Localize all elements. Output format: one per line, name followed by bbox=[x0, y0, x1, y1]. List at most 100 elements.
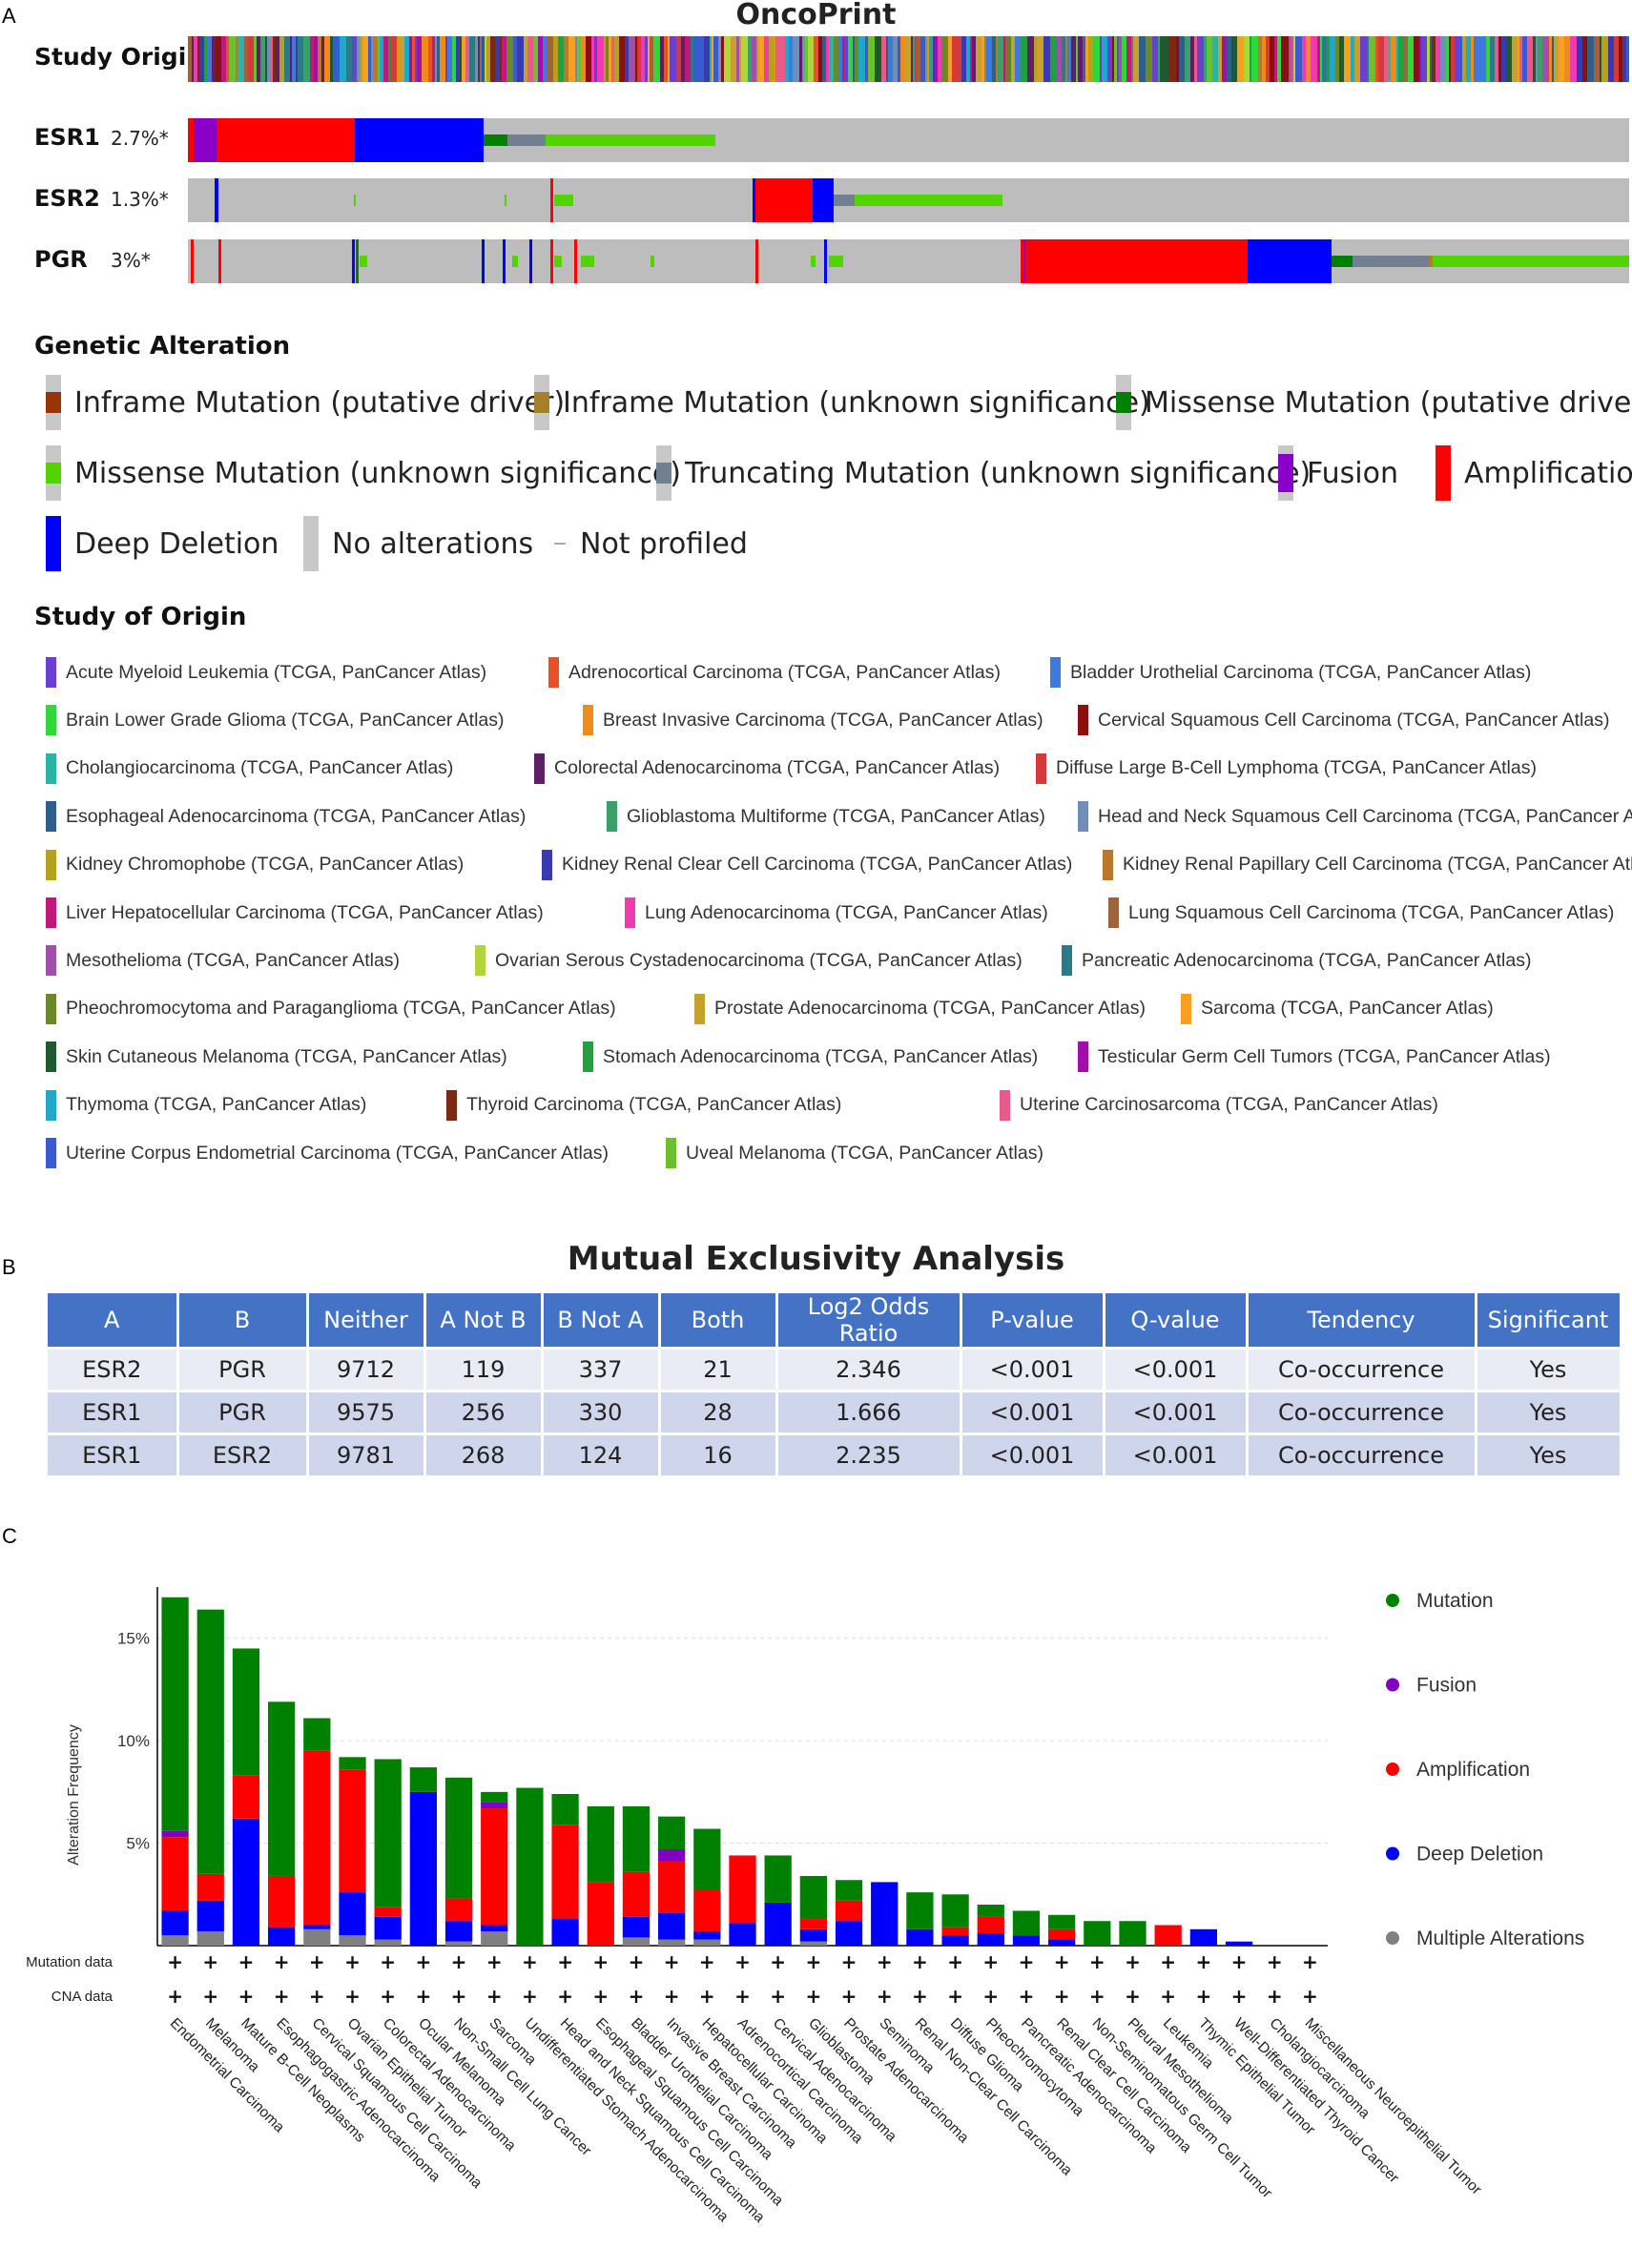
cna-data-marker: + bbox=[1231, 1985, 1248, 2008]
alteration-mark-amplification bbox=[550, 239, 553, 283]
study-origin-stripe bbox=[1274, 36, 1277, 82]
study-legend-label: Glioblastoma Multiforme (TCGA, PanCancer… bbox=[627, 805, 1045, 827]
table-row: ESR1 PGR 9575 256 330 28 1.666 <0.001 <0… bbox=[48, 1390, 1622, 1434]
study-origin-stripe bbox=[664, 36, 668, 82]
mutation-data-marker: + bbox=[841, 1950, 857, 1973]
bar-segment-deep-deletion bbox=[339, 1892, 366, 1936]
mutation-data-marker: + bbox=[344, 1950, 361, 1973]
study-origin-stripe bbox=[1512, 36, 1518, 82]
mutation-data-marker: + bbox=[486, 1950, 503, 1973]
alteration-mark-deep_deletion bbox=[352, 239, 355, 283]
study-legend-label: Pheochromocytoma and Paraganglioma (TCGA… bbox=[66, 998, 616, 1020]
alteration-mark-missense_unknown bbox=[354, 195, 356, 206]
study-origin-stripe bbox=[517, 36, 524, 82]
table-cell: 16 bbox=[659, 1433, 778, 1475]
study-origin-stripe bbox=[506, 36, 513, 82]
study-origin-stripe bbox=[929, 36, 931, 82]
study-origin-stripe bbox=[881, 36, 886, 82]
bar-segment-amplification bbox=[587, 1882, 614, 1946]
legend-item-fusion: Fusion bbox=[1278, 444, 1398, 502]
table-cell: Yes bbox=[1476, 1347, 1622, 1392]
study-origin-stripe bbox=[292, 36, 296, 82]
study-origin-stripe bbox=[362, 36, 368, 82]
legend-item-truncating-mutation-unknown-significance: Truncating Mutation (unknown significanc… bbox=[656, 444, 1311, 502]
study-origin-stripe bbox=[303, 36, 310, 82]
study-origin-stripe bbox=[333, 36, 340, 82]
study-origin-stripe bbox=[1498, 36, 1501, 82]
study-origin-stripe bbox=[609, 36, 611, 82]
study-origin-stripe bbox=[390, 36, 397, 82]
alteration-mark-missense_unknown bbox=[811, 256, 816, 267]
study-origin-stripe bbox=[818, 36, 822, 82]
study-origin-stripe bbox=[373, 36, 378, 82]
study-legend-swatch bbox=[1078, 705, 1088, 736]
study-origin-stripe bbox=[660, 36, 664, 82]
alteration-mark-deep_deletion bbox=[503, 239, 506, 283]
study-origin-stripe bbox=[808, 36, 814, 82]
study-origin-stripe bbox=[1076, 36, 1078, 82]
cna-data-marker: + bbox=[202, 1985, 218, 2008]
study-origin-stripe bbox=[1197, 36, 1204, 82]
study-origin-stripe bbox=[248, 36, 254, 82]
study-origin-stripe bbox=[739, 36, 741, 82]
study-origin-stripe bbox=[380, 36, 383, 82]
study-origin-stripe bbox=[597, 36, 604, 82]
study-origin-stripe bbox=[793, 36, 799, 82]
study-origin-stripe bbox=[388, 36, 390, 82]
study-legend-label: Breast Invasive Carcinoma (TCGA, PanCanc… bbox=[603, 709, 1043, 731]
study-legend-item: Lung Squamous Cell Carcinoma (TCGA, PanC… bbox=[1108, 897, 1614, 929]
study-origin-stripe bbox=[1408, 36, 1414, 82]
study-legend-item: Uterine Corpus Endometrial Carcinoma (TC… bbox=[46, 1137, 609, 1169]
study-legend-label: Kidney Renal Papillary Cell Carcinoma (T… bbox=[1123, 854, 1632, 876]
study-legend-item: Testicular Germ Cell Tumors (TCGA, PanCa… bbox=[1078, 1041, 1551, 1073]
study-origin-stripe bbox=[858, 36, 865, 82]
study-origin-stripe bbox=[1536, 36, 1538, 82]
study-origin-stripe bbox=[834, 36, 838, 82]
legend-marker-deep-deletion bbox=[1386, 1846, 1399, 1861]
study-origin-stripe bbox=[267, 36, 271, 82]
table-cell: 268 bbox=[424, 1433, 544, 1475]
alteration-mark-missense_putative bbox=[1332, 256, 1353, 267]
study-origin-stripe bbox=[1071, 36, 1076, 82]
table-header-cell: A bbox=[48, 1293, 179, 1349]
study-origin-stripe bbox=[1126, 36, 1129, 82]
study-origin-stripe bbox=[855, 36, 858, 82]
study-legend-swatch bbox=[542, 849, 552, 880]
study-origin-stripe bbox=[676, 36, 681, 82]
alteration-mark-deep_deletion bbox=[529, 239, 532, 283]
alteration-mark-missense_unknown bbox=[829, 256, 843, 267]
study-origin-stripe bbox=[1389, 36, 1391, 82]
bar-segment-mutation bbox=[977, 1905, 1004, 1917]
study-origin-stripe bbox=[635, 36, 637, 82]
bar-segment-amplification bbox=[977, 1916, 1004, 1934]
study-legend-item: Diffuse Large B-Cell Lymphoma (TCGA, Pan… bbox=[1036, 753, 1537, 785]
cna-data-marker: + bbox=[1267, 1985, 1283, 2008]
study-origin-stripe bbox=[1011, 36, 1015, 82]
bar-segment-deep-deletion bbox=[551, 1919, 579, 1946]
study-origin-stripe bbox=[236, 36, 238, 82]
bar-segment-mutation bbox=[374, 1759, 402, 1907]
mutation-data-marker: + bbox=[982, 1950, 999, 1973]
study-origin-stripe bbox=[435, 36, 437, 82]
mutation-data-marker: + bbox=[947, 1950, 963, 1973]
study-origin-stripe bbox=[917, 36, 920, 82]
table-cell: 9781 bbox=[307, 1433, 426, 1475]
mutation-data-marker: + bbox=[912, 1950, 928, 1973]
table-cell: 21 bbox=[659, 1347, 778, 1392]
bar-segment-amplification bbox=[1048, 1928, 1076, 1940]
legend-label-fusion: Fusion bbox=[1416, 1675, 1477, 1697]
study-origin-stripe bbox=[486, 36, 490, 82]
bar-segment-deep-deletion bbox=[444, 1921, 473, 1942]
study-origin-stripe bbox=[1088, 36, 1093, 82]
study-origin-stripe bbox=[1251, 36, 1258, 82]
bar-segment-amplification bbox=[941, 1927, 969, 1936]
bar-segment-deep-deletion bbox=[906, 1928, 934, 1946]
study-origin-stripe bbox=[984, 36, 986, 82]
panel-label-b: B bbox=[2, 1255, 16, 1279]
study-origin-stripe bbox=[1262, 36, 1266, 82]
table-cell: 2.346 bbox=[776, 1347, 962, 1392]
study-origin-stripe bbox=[650, 36, 653, 82]
table-cell: ESR1 bbox=[48, 1390, 179, 1434]
gene-pct-esr1: 2.7%* bbox=[111, 127, 169, 150]
study-origin-stripe bbox=[1486, 36, 1490, 82]
